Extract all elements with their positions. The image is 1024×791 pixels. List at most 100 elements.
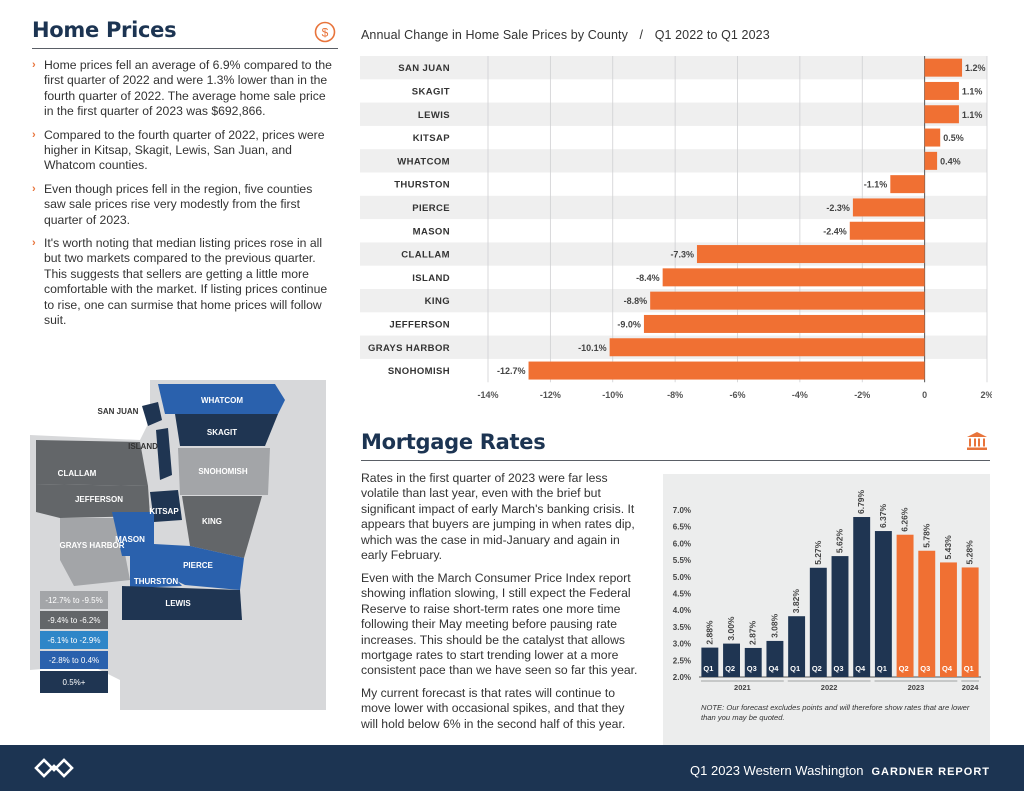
quarter-label: Q4 [768,664,779,673]
year-label: 2023 [908,683,925,692]
county-chart-title-text: Annual Change in Home Sale Prices by Cou… [361,28,628,42]
svg-text:$: $ [322,26,329,40]
chart-row-band [360,56,987,80]
quarter-label: Q2 [812,664,822,673]
map-water [30,380,150,440]
mortgage-paragraph: My current forecast is that rates will c… [361,686,626,731]
legend-label: -12.7% to -9.5% [45,596,102,605]
map-county-king [182,496,262,558]
rate-bar [744,647,762,677]
y-tick-label: 5.5% [673,556,691,565]
map-label-lewis: LEWIS [165,599,191,608]
map-label-jefferson: JEFFERSON [75,495,123,504]
value-label: -9.0% [617,319,641,329]
x-tick-label: -12% [540,390,561,400]
map-county-kitsap [150,490,182,522]
forecast-note: NOTE: Our forecast excludes points and w… [701,703,970,722]
value-label: -8.4% [636,273,660,283]
map-county-lewis [122,586,242,620]
value-label: -10.1% [578,343,607,353]
y-tick-label: 5.0% [673,573,691,582]
rate-bar [701,647,719,677]
bullet-item: › Compared to the fourth quarter of 2022,… [32,128,332,174]
map-label-snohomish: SNOHOMISH [198,467,248,476]
year-label: 2024 [962,683,980,692]
legend-label: -6.1% to -2.9% [48,636,101,645]
x-tick-label: -8% [667,390,683,400]
county-label: THURSTON [394,180,450,191]
home-prices-bullets: › Home prices fell an average of 6.9% com… [32,58,332,337]
legend-swatch [40,671,108,693]
county-bar [924,81,959,100]
footer-bar: Q1 2023 Western Washington GARDNER REPORT [0,745,1024,791]
x-tick-label: -14% [477,390,498,400]
quarter-label: Q1 [703,664,713,673]
mortgage-rates-title: Mortgage Rates [361,430,546,454]
y-tick-label: 4.5% [673,590,691,599]
bullet-item: › It's worth noting that median listing p… [32,236,332,328]
legend-label: -9.4% to -6.2% [48,616,101,625]
county-bar [924,128,941,147]
rate-bar [723,643,740,677]
county-bar [662,268,925,287]
y-tick-label: 3.5% [673,623,691,632]
x-tick-label: 0 [922,390,927,400]
county-bar [650,291,925,310]
map-county-clallam [36,440,148,486]
rate-bar [918,550,936,677]
mortgage-paragraph: Rates in the first quarter of 2023 were … [361,471,635,563]
rate-value-label: 5.27% [813,540,823,565]
map-county-skagit [175,414,278,446]
value-label: 1.1% [962,110,983,120]
y-tick-label: 6.5% [673,523,691,532]
mortgage-rates-rule [361,460,990,461]
rate-value-label: 3.82% [791,589,801,614]
bank-building-icon [967,432,987,450]
quarter-label: Q4 [855,664,866,673]
map-label-pierce: PIERCE [183,561,213,570]
y-tick-label: 3.0% [673,640,691,649]
y-tick-label: 7.0% [673,506,691,515]
county-label: SAN JUAN [398,63,450,74]
quarter-label: Q1 [964,664,974,673]
rate-value-label: 6.26% [900,507,910,532]
rate-value-label: 5.28% [965,540,975,565]
value-label: -8.8% [624,296,648,306]
chart-row-band [360,102,987,126]
county-bar [924,58,963,77]
map-label-kitsap: KITSAP [149,507,179,516]
quarter-label: Q3 [834,664,844,673]
mortgage-rate-chart: 2.0% 2.5% 3.0% 3.5% 4.0% 4.5% 5.0% 5.5% 6.0% 6.5%… [673,489,981,692]
rate-value-label: 3.08% [769,613,779,638]
home-prices-rule [32,48,338,49]
county-bar [924,151,938,170]
bullet-item: › Even though prices fell in the region, … [32,182,332,228]
rate-value-label: 5.43% [943,535,953,560]
value-label: -2.3% [826,203,850,213]
county-label: PIERCE [412,203,450,214]
map-county-grays-harbor [60,518,130,586]
bullet-text: Compared to the fourth quarter of 2022, … [44,127,325,173]
map-county-jefferson [36,484,150,518]
value-label: -1.1% [864,180,888,190]
county-bar [849,221,925,240]
bullet-arrow-icon: › [32,237,36,250]
map-legend: -12.7% to -9.5% -9.4% to -6.2% -6.1% to … [40,591,108,693]
quarter-label: Q2 [725,664,735,673]
footer-edition: Q1 2023 Western Washington [690,763,864,778]
x-tick-label: -4% [792,390,808,400]
county-bar [528,361,925,380]
county-label: MASON [413,226,450,237]
rate-bar [874,531,892,677]
map-label-skagit: SKAGIT [207,428,237,437]
map-county-mason [112,512,154,556]
map-label-san-juan: SAN JUAN [98,407,139,416]
quarter-label: Q3 [920,664,930,673]
rate-bar [788,616,806,677]
bullet-text: Even though prices fell in the region, f… [44,181,313,227]
quarter-label: Q1 [790,664,800,673]
x-tick-label: -10% [602,390,623,400]
county-chart-subtitle: Q1 2022 to Q1 2023 [654,28,770,42]
county-label: JEFFERSON [389,319,450,330]
year-label: 2022 [821,683,838,692]
